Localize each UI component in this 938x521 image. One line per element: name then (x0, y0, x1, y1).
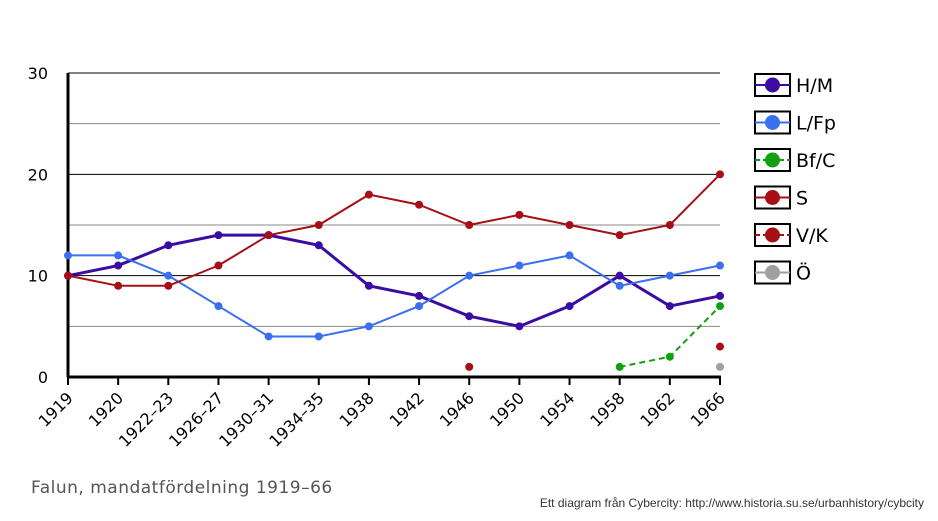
data-point (214, 302, 223, 311)
data-point (716, 291, 724, 300)
series-Bf/C (615, 302, 724, 371)
x-tick-label: 1962 (636, 388, 678, 430)
data-point (114, 251, 123, 260)
legend-label: Ö (796, 262, 811, 285)
series-S (64, 170, 724, 290)
legend-swatch-marker (765, 77, 780, 93)
y-tick-label: 20 (28, 165, 48, 184)
legend-item: Ö (754, 260, 811, 285)
axes (66, 73, 721, 379)
legend-swatch-marker (765, 115, 780, 130)
data-point (214, 261, 223, 270)
legend-swatch-marker (765, 152, 780, 168)
data-point (665, 352, 674, 361)
legend-label: L/Fp (796, 113, 836, 135)
legend-item: H/M (754, 73, 833, 97)
data-point (615, 271, 624, 280)
data-point (465, 362, 474, 371)
data-point (364, 322, 373, 331)
legend-label: H/M (796, 75, 833, 97)
data-point (465, 221, 474, 229)
data-point (465, 312, 474, 321)
data-point (364, 281, 373, 290)
data-point (114, 281, 123, 290)
data-point (114, 261, 123, 270)
data-point (716, 302, 724, 311)
series-line (68, 254, 721, 338)
data-point (264, 332, 273, 341)
source-credit: Ett diagram från Cybercity: http://www.h… (539, 496, 924, 510)
legend-item: Bf/C (754, 148, 835, 172)
series-L/Fp (64, 251, 724, 341)
grid-lines (68, 72, 720, 378)
legend-item: L/Fp (754, 110, 836, 135)
legend: H/M L/Fp Bf/C S V/K Ö (754, 73, 836, 285)
data-point (716, 261, 724, 270)
data-point (314, 332, 323, 341)
data-point (615, 281, 624, 290)
y-tick-label: 10 (28, 267, 48, 286)
series-Ö (716, 362, 724, 371)
data-point (716, 342, 724, 351)
series-line (67, 173, 721, 287)
x-tick-label: 1942 (386, 388, 428, 430)
x-tick-label: 1938 (336, 388, 378, 430)
data-point (615, 362, 624, 371)
x-tick-label: 1920 (85, 388, 127, 430)
legend-label: S (796, 188, 808, 210)
data-point (565, 302, 574, 311)
data-point (64, 251, 72, 260)
x-tick-label: 1934–35 (265, 388, 327, 450)
x-tick-label: 1958 (586, 388, 628, 430)
chart-caption: Falun, mandatfördelning 1919–66 (31, 478, 333, 498)
legend-swatch-marker (765, 190, 780, 205)
data-point (665, 302, 674, 311)
data-point (565, 221, 574, 229)
legend-label: Bf/C (796, 150, 835, 172)
data-point (364, 190, 373, 199)
data-point (415, 291, 424, 300)
y-tick-label: 30 (28, 64, 48, 83)
legend-swatch-marker (765, 227, 780, 243)
series-line (67, 233, 721, 328)
data-point (515, 210, 524, 219)
data-point (665, 221, 674, 229)
data-point (716, 362, 724, 371)
legend-label: V/K (796, 225, 828, 247)
data-point (314, 221, 323, 229)
data-point (716, 170, 724, 179)
x-tick-label: 1919 (35, 388, 77, 430)
data-point (465, 271, 474, 280)
data-point (665, 271, 674, 280)
y-tick-label: 0 (38, 368, 48, 387)
data-point (415, 200, 424, 209)
legend-swatch-marker (765, 265, 780, 280)
x-tick-label: 1966 (687, 388, 729, 430)
data-point (164, 281, 173, 290)
x-tick-label: 1950 (486, 388, 528, 430)
legend-item: V/K (754, 223, 828, 247)
data-point (515, 261, 524, 270)
series-V/K (465, 342, 724, 371)
legend-item: S (754, 185, 808, 210)
data-point (615, 231, 624, 240)
data-point (264, 231, 273, 240)
data-point (214, 231, 223, 240)
data-point (515, 322, 524, 331)
data-point (164, 241, 173, 250)
x-tick-label: 1946 (436, 388, 478, 430)
y-axis-ticks: 0 10 20 30 (28, 64, 48, 387)
data-point (415, 302, 424, 311)
data-point (64, 271, 72, 280)
x-tick-label: 1954 (536, 388, 578, 430)
data-point (565, 251, 574, 260)
data-point (314, 241, 323, 250)
series-group (64, 170, 724, 371)
data-point (164, 271, 173, 280)
